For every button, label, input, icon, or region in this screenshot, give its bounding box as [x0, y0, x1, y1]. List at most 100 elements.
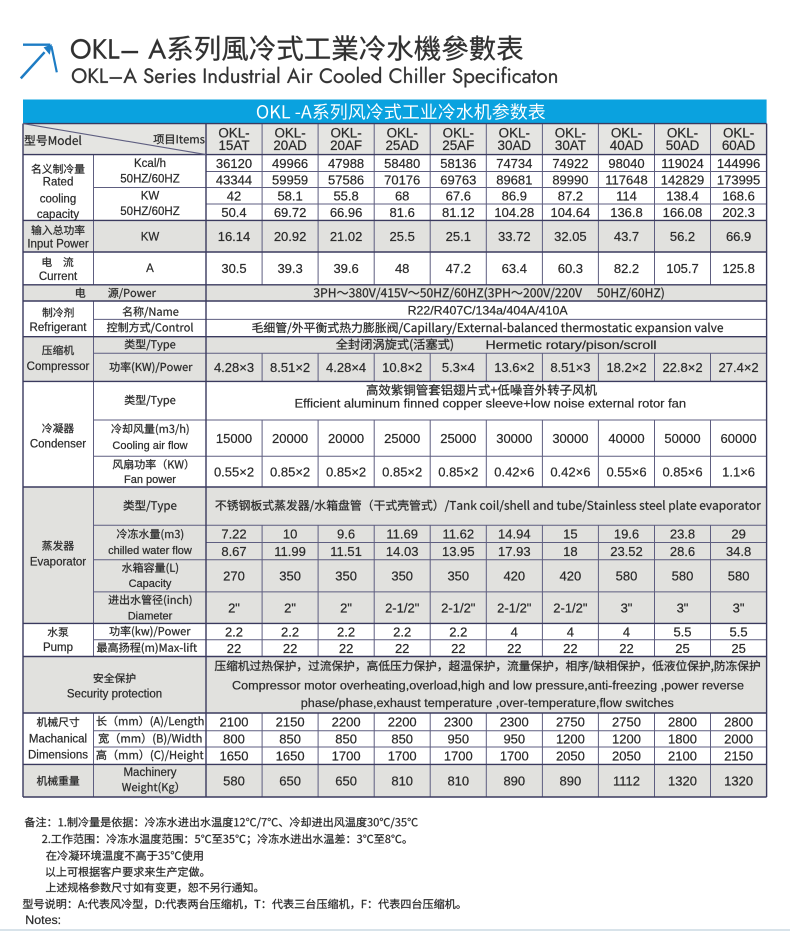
svg-text:2-1/2": 2-1/2"	[553, 601, 588, 616]
svg-text:138.4: 138.4	[666, 189, 699, 204]
svg-text:25: 25	[675, 641, 689, 656]
svg-text:25000: 25000	[384, 431, 420, 446]
svg-text:580: 580	[223, 774, 245, 789]
svg-text:950: 950	[503, 732, 525, 747]
svg-text:1.1×6: 1.1×6	[722, 464, 755, 479]
svg-text:OKL-: OKL-	[611, 125, 642, 140]
svg-text:27.4×2: 27.4×2	[719, 360, 759, 375]
svg-text:144996: 144996	[717, 156, 760, 171]
svg-text:86.9: 86.9	[502, 189, 527, 204]
svg-text:42: 42	[227, 189, 241, 204]
svg-text:Compressor: Compressor	[27, 361, 90, 373]
svg-text:R22/R407C/134a/404A/410A: R22/R407C/134a/404A/410A	[408, 304, 568, 318]
svg-text:Evaporator: Evaporator	[30, 557, 86, 569]
svg-text:69.72: 69.72	[274, 205, 307, 220]
svg-text:2": 2"	[340, 601, 352, 616]
svg-text:60.3: 60.3	[558, 261, 583, 276]
svg-text:1200: 1200	[556, 732, 585, 747]
svg-text:2150: 2150	[276, 715, 305, 730]
svg-text:50000: 50000	[664, 431, 700, 446]
svg-text:350: 350	[335, 569, 357, 584]
svg-text:4.28×4: 4.28×4	[326, 360, 366, 375]
svg-text:1320: 1320	[668, 774, 697, 789]
svg-text:50HZ/60HZ: 50HZ/60HZ	[120, 174, 179, 186]
svg-text:23.8: 23.8	[670, 527, 695, 542]
svg-text:1800: 1800	[668, 732, 697, 747]
svg-text:0.55×2: 0.55×2	[214, 464, 254, 479]
svg-text:1700: 1700	[444, 749, 473, 764]
svg-text:74922: 74922	[552, 156, 588, 171]
svg-text:850: 850	[279, 732, 301, 747]
svg-text:810: 810	[391, 774, 413, 789]
svg-text:2050: 2050	[612, 749, 641, 764]
svg-text:420: 420	[503, 569, 525, 584]
svg-text:81.12: 81.12	[442, 205, 475, 220]
svg-text:32.05: 32.05	[554, 229, 587, 244]
svg-text:Hermetic rotary/pison/scroll: Hermetic rotary/pison/scroll	[486, 338, 657, 352]
svg-text:11.51: 11.51	[330, 544, 362, 559]
svg-text:350: 350	[391, 569, 413, 584]
svg-text:5.5: 5.5	[730, 624, 748, 639]
svg-text:0.42×6: 0.42×6	[550, 464, 590, 479]
svg-text:650: 650	[279, 774, 301, 789]
svg-text:25AF: 25AF	[442, 138, 474, 153]
svg-text:OKL-: OKL-	[330, 125, 361, 140]
svg-text:Compressor motor overheating,o: Compressor motor overheating,overload,hi…	[232, 678, 744, 692]
svg-text:850: 850	[335, 732, 357, 747]
svg-text:81.6: 81.6	[390, 205, 415, 220]
svg-text:40AD: 40AD	[610, 138, 644, 153]
svg-text:Rated: Rated	[43, 177, 74, 189]
svg-text:20AF: 20AF	[330, 138, 362, 153]
svg-text:21.02: 21.02	[330, 229, 363, 244]
svg-text:0.85×2: 0.85×2	[326, 464, 366, 479]
svg-text:136.8: 136.8	[610, 205, 643, 220]
svg-text:3": 3"	[621, 601, 633, 616]
svg-text:8.67: 8.67	[221, 544, 246, 559]
svg-text:22: 22	[339, 641, 353, 656]
svg-text:4: 4	[567, 624, 574, 639]
svg-text:58.1: 58.1	[277, 189, 302, 204]
svg-text:68: 68	[395, 189, 409, 204]
svg-text:40000: 40000	[608, 431, 644, 446]
svg-text:OKL-: OKL-	[218, 125, 249, 140]
svg-text:10: 10	[283, 527, 297, 542]
svg-text:25.5: 25.5	[390, 229, 415, 244]
svg-text:57586: 57586	[328, 172, 364, 187]
svg-text:0.85×2: 0.85×2	[270, 464, 310, 479]
svg-text:0.85×2: 0.85×2	[382, 464, 422, 479]
svg-text:1650: 1650	[220, 749, 249, 764]
svg-text:OKL-: OKL-	[387, 125, 418, 140]
svg-text:2100: 2100	[668, 749, 697, 764]
svg-text:60000: 60000	[721, 431, 757, 446]
svg-text:25000: 25000	[440, 431, 476, 446]
svg-text:36120: 36120	[216, 156, 252, 171]
svg-text:30.5: 30.5	[221, 261, 246, 276]
svg-text:Refrigerant: Refrigerant	[30, 322, 88, 334]
svg-text:1320: 1320	[724, 774, 753, 789]
svg-text:Machinery: Machinery	[123, 767, 176, 779]
svg-text:580: 580	[672, 569, 694, 584]
svg-text:2200: 2200	[332, 715, 361, 730]
svg-text:2100: 2100	[220, 715, 249, 730]
svg-text:Fan power: Fan power	[124, 474, 176, 486]
svg-text:9.6: 9.6	[337, 527, 355, 542]
svg-text:800: 800	[223, 732, 245, 747]
svg-text:58480: 58480	[384, 156, 420, 171]
svg-text:70176: 70176	[384, 172, 420, 187]
svg-text:67.6: 67.6	[446, 189, 471, 204]
svg-text:16.14: 16.14	[218, 229, 251, 244]
svg-text:50.4: 50.4	[221, 205, 246, 220]
svg-text:2750: 2750	[556, 715, 585, 730]
svg-text:48: 48	[395, 261, 409, 276]
svg-text:2750: 2750	[612, 715, 641, 730]
svg-text:8.51×2: 8.51×2	[270, 360, 310, 375]
svg-text:114: 114	[616, 189, 637, 204]
svg-text:Pump: Pump	[43, 642, 73, 654]
svg-text:104.28: 104.28	[494, 205, 534, 220]
svg-text:1700: 1700	[500, 749, 529, 764]
svg-text:142829: 142829	[661, 172, 704, 187]
svg-text:OKL-: OKL-	[555, 125, 586, 140]
svg-text:17.93: 17.93	[498, 544, 531, 559]
svg-text:39.6: 39.6	[333, 261, 358, 276]
svg-text:2": 2"	[228, 601, 240, 616]
